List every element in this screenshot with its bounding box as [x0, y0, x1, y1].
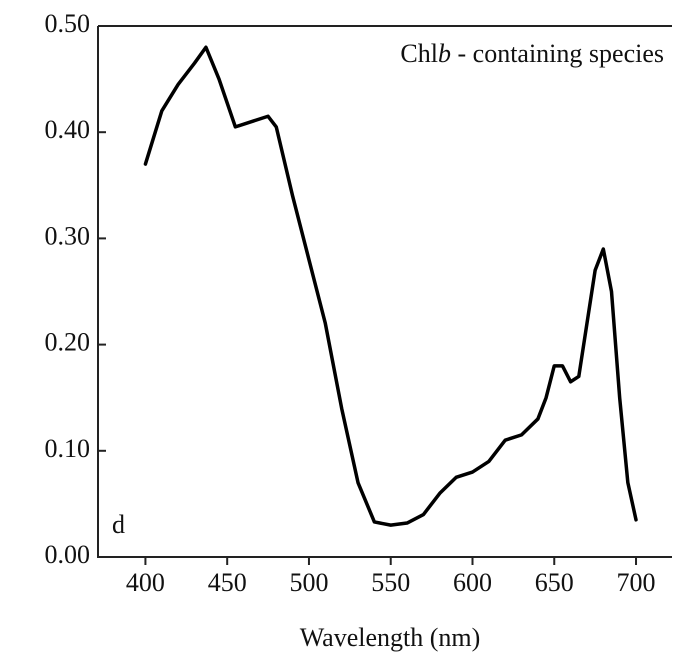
annotation-part: Chl: [400, 39, 438, 68]
x-tick-label: 700: [617, 568, 656, 597]
y-tick-label: 0.20: [45, 328, 91, 357]
annotation: Chlb - containing species: [400, 39, 664, 68]
y-tick-label: 0.40: [45, 115, 91, 144]
data-line: [143, 45, 638, 527]
x-tick-label: 450: [208, 568, 247, 597]
x-axis-label: Wavelength (nm): [300, 623, 481, 652]
annotation-part: - containing species: [451, 39, 664, 68]
panel-label: d: [112, 510, 125, 539]
axes-frame: [97, 25, 672, 558]
x-tick-label: 400: [126, 568, 165, 597]
annotation-part: b: [438, 39, 451, 68]
y-tick-label: 0.00: [45, 540, 91, 569]
y-tick-label: 0.50: [45, 9, 91, 38]
x-tick-label: 600: [453, 568, 492, 597]
x-tick-label: 650: [535, 568, 574, 597]
x-tick-label: 550: [371, 568, 410, 597]
y-tick-label: 0.30: [45, 221, 91, 250]
y-tick-label: 0.10: [45, 434, 91, 463]
x-tick-label: 500: [289, 568, 328, 597]
